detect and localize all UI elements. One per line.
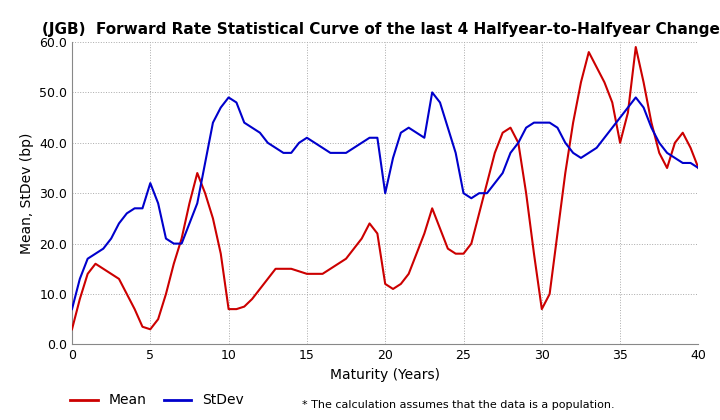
Title: (JGB)  Forward Rate Statistical Curve of the last 4 Halfyear-to-Halfyear Changes: (JGB) Forward Rate Statistical Curve of … (42, 22, 720, 37)
X-axis label: Maturity (Years): Maturity (Years) (330, 368, 440, 382)
Legend: Mean, StDev: Mean, StDev (65, 388, 250, 413)
Text: * The calculation assumes that the data is a population.: * The calculation assumes that the data … (302, 399, 615, 409)
Y-axis label: Mean, StDev (bp): Mean, StDev (bp) (19, 133, 34, 254)
